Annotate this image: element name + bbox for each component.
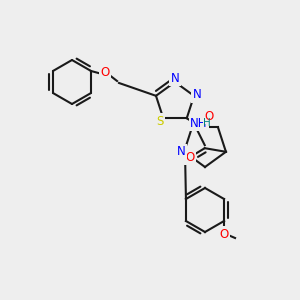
Text: NH: NH <box>190 117 208 130</box>
Text: S: S <box>157 115 164 128</box>
Text: O: O <box>100 67 110 80</box>
Text: N: N <box>177 145 185 158</box>
Text: N: N <box>193 88 201 101</box>
Text: O: O <box>204 110 214 123</box>
Text: O: O <box>219 227 229 241</box>
Text: N: N <box>171 71 179 85</box>
Text: H: H <box>203 118 211 128</box>
Text: O: O <box>185 151 194 164</box>
